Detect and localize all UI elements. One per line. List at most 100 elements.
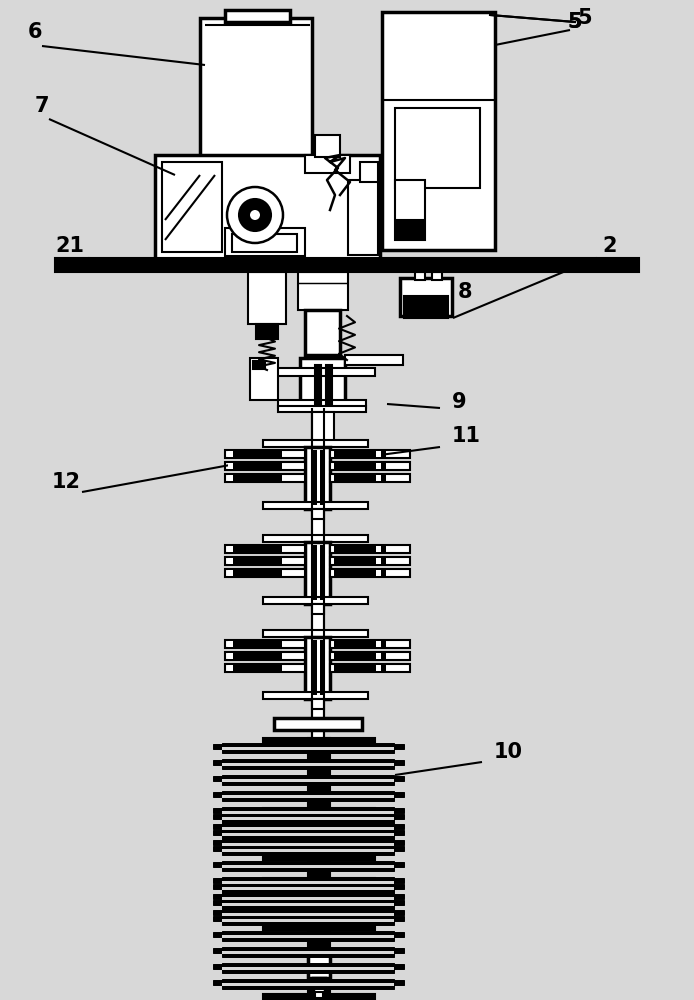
- Bar: [222, 775, 308, 779]
- Bar: [394, 760, 404, 765]
- Bar: [360, 162, 378, 182]
- Bar: [232, 234, 297, 252]
- Bar: [248, 272, 286, 324]
- Bar: [213, 760, 223, 765]
- Bar: [298, 272, 348, 310]
- Bar: [222, 905, 308, 909]
- Bar: [308, 902, 394, 906]
- Bar: [308, 843, 394, 846]
- Bar: [213, 776, 223, 781]
- Bar: [308, 775, 394, 779]
- Bar: [395, 180, 425, 220]
- Bar: [308, 883, 394, 887]
- Bar: [330, 450, 410, 458]
- Bar: [334, 463, 386, 469]
- Bar: [308, 797, 394, 801]
- Bar: [222, 935, 308, 938]
- Bar: [312, 408, 324, 873]
- Bar: [222, 886, 308, 890]
- Bar: [394, 878, 404, 883]
- Bar: [222, 931, 308, 935]
- Bar: [222, 982, 308, 986]
- Bar: [308, 848, 394, 852]
- Text: 21: 21: [55, 236, 84, 256]
- Bar: [376, 475, 381, 481]
- Bar: [308, 749, 394, 753]
- Bar: [308, 913, 394, 916]
- Bar: [213, 916, 223, 921]
- Bar: [308, 909, 394, 913]
- Bar: [222, 795, 308, 798]
- Bar: [308, 877, 394, 881]
- Bar: [222, 951, 308, 954]
- Bar: [394, 830, 404, 835]
- Bar: [222, 743, 308, 747]
- Bar: [308, 983, 394, 986]
- Bar: [222, 851, 308, 855]
- Bar: [330, 664, 410, 672]
- Bar: [394, 808, 404, 813]
- Bar: [55, 258, 639, 272]
- Bar: [222, 816, 308, 820]
- Bar: [394, 910, 404, 915]
- Bar: [225, 10, 290, 22]
- Bar: [222, 849, 308, 852]
- Bar: [394, 980, 404, 985]
- Bar: [278, 400, 366, 408]
- Bar: [330, 462, 410, 470]
- Bar: [222, 867, 308, 871]
- Text: 5: 5: [568, 12, 582, 32]
- Bar: [213, 846, 223, 851]
- Bar: [308, 912, 394, 916]
- Bar: [228, 570, 233, 576]
- Bar: [222, 759, 308, 763]
- Bar: [222, 813, 308, 817]
- Bar: [222, 902, 308, 906]
- Bar: [382, 12, 495, 250]
- Bar: [308, 897, 394, 900]
- Bar: [308, 889, 394, 893]
- Text: 9: 9: [452, 392, 466, 412]
- Bar: [263, 878, 375, 884]
- Bar: [308, 947, 394, 951]
- Bar: [250, 358, 278, 400]
- Bar: [376, 546, 381, 552]
- Bar: [308, 905, 394, 909]
- Bar: [222, 811, 308, 814]
- Bar: [263, 808, 375, 814]
- Bar: [394, 916, 404, 921]
- Bar: [315, 992, 323, 998]
- Bar: [334, 475, 386, 481]
- Bar: [308, 864, 394, 868]
- Bar: [305, 447, 330, 509]
- Bar: [308, 746, 394, 750]
- Bar: [312, 699, 324, 709]
- Bar: [222, 934, 308, 938]
- Bar: [394, 792, 404, 797]
- Bar: [312, 545, 317, 600]
- Bar: [308, 865, 394, 868]
- Bar: [225, 569, 305, 577]
- Bar: [394, 884, 404, 889]
- Bar: [222, 865, 308, 868]
- Text: 11: 11: [452, 426, 481, 446]
- Bar: [404, 296, 448, 318]
- Bar: [308, 794, 394, 798]
- Bar: [213, 900, 223, 905]
- Bar: [225, 228, 305, 256]
- Bar: [213, 884, 223, 889]
- Bar: [213, 980, 223, 985]
- Text: 5: 5: [577, 8, 591, 28]
- Bar: [308, 878, 330, 1000]
- Bar: [308, 832, 394, 836]
- Bar: [394, 900, 404, 905]
- Bar: [308, 979, 394, 983]
- Bar: [222, 819, 308, 823]
- Bar: [222, 953, 308, 957]
- Bar: [222, 919, 308, 922]
- Bar: [308, 842, 394, 846]
- Bar: [376, 451, 381, 457]
- Bar: [222, 913, 308, 916]
- Bar: [222, 848, 308, 852]
- Bar: [308, 921, 394, 925]
